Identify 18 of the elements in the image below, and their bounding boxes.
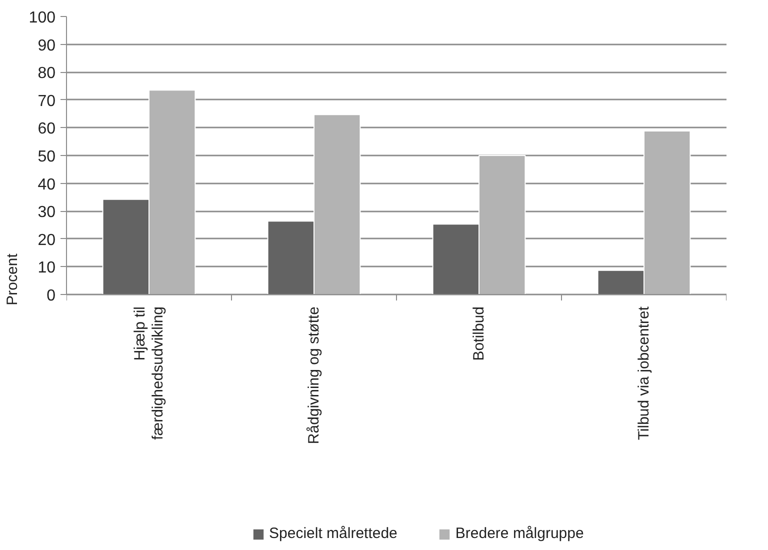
x-tick-label: Tilbud via jobcentret: [636, 306, 652, 440]
y-tick-label: 100: [28, 10, 56, 26]
y-tick-label: 10: [38, 260, 56, 277]
y-tick-label: 60: [38, 120, 56, 138]
x-tick-label: Rådgivning og støtte: [306, 306, 322, 444]
y-tick-label: 30: [38, 204, 56, 222]
y-tick-label: 50: [38, 148, 56, 166]
y-tick-label: 40: [38, 176, 56, 194]
y-tick-label: 70: [38, 92, 56, 110]
legend-label: Bredere målgruppe: [455, 525, 584, 542]
x-tick-label: Hjælp til færdighedsudvikling: [132, 306, 166, 440]
y-tick-label: 90: [38, 37, 56, 54]
x-tick-label: Botilbud: [470, 306, 488, 361]
y-tick-label: 80: [38, 65, 56, 82]
y-tick-label: 20: [38, 232, 56, 249]
legend-label: Specielt målrettede: [269, 525, 398, 542]
y-axis-title: Procent: [4, 252, 21, 306]
y-tick-label: 0: [46, 288, 56, 304]
